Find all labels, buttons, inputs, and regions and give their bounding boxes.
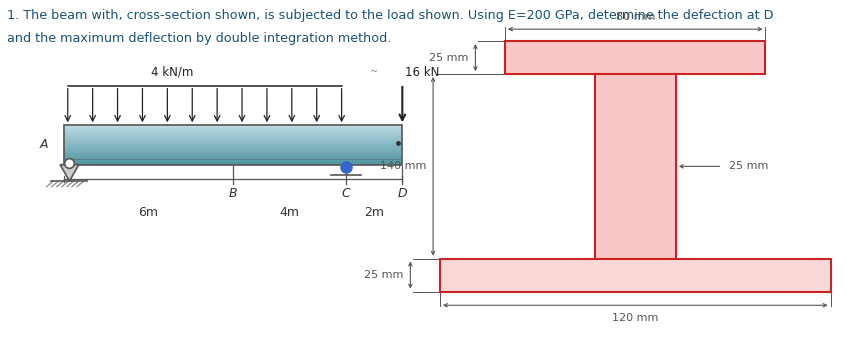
Text: 25 mm: 25 mm [364,270,403,280]
Bar [64,154,402,155]
Bar [64,144,402,145]
Text: 1. The beam with, cross-section shown, is subjected to the load shown. Using E=2: 1. The beam with, cross-section shown, i… [7,9,773,22]
Bar [64,133,402,134]
Text: 25 mm: 25 mm [729,161,769,172]
Bar [64,163,402,164]
Bar [64,146,402,147]
Bar [64,128,402,129]
Bar [595,74,676,259]
Text: 120 mm: 120 mm [612,313,658,323]
Bar [64,155,402,156]
Bar [64,139,402,140]
Bar [64,156,402,157]
Bar [64,147,402,148]
Bar [64,145,402,146]
Bar [64,160,402,161]
Text: A: A [40,139,48,151]
Text: 16 kN: 16 kN [405,66,440,79]
Bar [64,138,402,139]
Bar [64,134,402,135]
Bar [64,125,402,126]
Text: D: D [397,187,407,200]
Text: C: C [341,187,350,200]
Bar [64,140,402,141]
Text: 140 mm: 140 mm [380,161,426,172]
Bar [505,41,766,74]
Text: 4m: 4m [280,206,299,219]
Text: B: B [229,187,237,200]
Bar [64,162,402,163]
Bar [64,149,402,150]
Bar [64,135,402,136]
Bar [64,141,402,142]
Bar [64,130,402,131]
Bar [64,158,402,159]
Bar [64,150,402,151]
Text: 6m: 6m [138,206,158,219]
Bar [64,132,402,133]
Text: 25 mm: 25 mm [429,52,468,63]
Bar [64,148,402,149]
Bar [64,152,402,153]
Bar [64,161,402,162]
Bar [64,136,402,137]
Text: and the maximum deflection by double integration method.: and the maximum deflection by double int… [7,32,391,45]
Bar [64,142,402,143]
Bar [64,151,402,152]
Bar [64,137,402,138]
Bar [64,127,402,128]
Bar [440,259,831,292]
Bar [64,131,402,132]
Bar [64,129,402,130]
Bar [64,143,402,144]
Polygon shape [60,165,79,181]
Bar [64,153,402,154]
Bar [64,126,402,127]
Text: 80 mm: 80 mm [616,12,655,22]
Bar [64,157,402,158]
Bar [64,159,402,160]
Bar [64,164,402,165]
Text: ~: ~ [370,67,381,77]
Text: 2m: 2m [364,206,384,219]
Text: 4 kN/m: 4 kN/m [151,66,193,79]
